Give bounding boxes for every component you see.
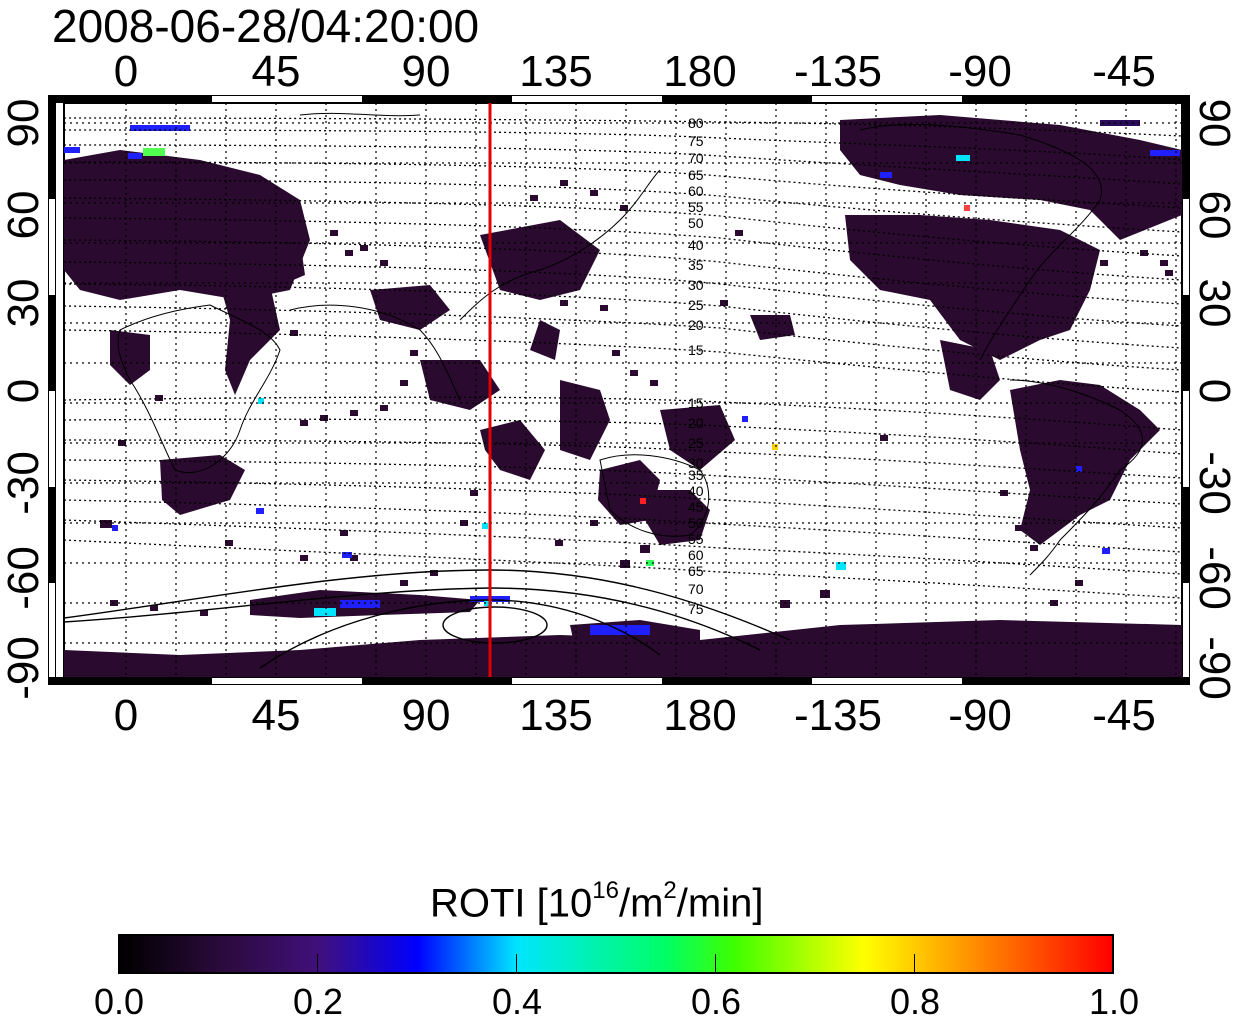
contour-label: 30: [688, 455, 704, 471]
contour-label: 75: [688, 601, 704, 617]
contour-label: 70: [688, 581, 704, 597]
left-axis-tick: 30: [0, 279, 48, 328]
bottom-axis-tick: 90: [402, 691, 451, 740]
contour-label: 20: [688, 317, 704, 333]
contour-label: 65: [688, 563, 704, 579]
map-timestamp-title: 2008-06-28/04:20:00: [52, 0, 480, 52]
contour-label: 50: [688, 515, 704, 531]
left-axis-tick: -60: [0, 546, 48, 610]
contour-label: 35: [688, 257, 704, 273]
right-axis-tick: 0: [1190, 379, 1239, 403]
contour-label: 50: [688, 215, 704, 231]
contour-label: 75: [688, 133, 704, 149]
contour-label: 15: [688, 395, 704, 411]
south-polar-contours: [64, 569, 791, 669]
roti-map: 80 75 70 65 60 55 50 40 35 30 25 20 15 1…: [0, 47, 1239, 740]
contour-label: 35: [688, 467, 704, 483]
contour-label: 80: [688, 115, 704, 131]
frame-border: [48, 95, 1190, 685]
colorbar-title: ROTI [1016/m2/min]: [430, 877, 764, 926]
bottom-axis-tick: -135: [794, 691, 882, 740]
contour-label: 55: [688, 199, 704, 215]
right-axis-tick: -90: [1190, 636, 1239, 700]
right-axis-tick: 90: [1190, 99, 1239, 148]
contour-label: 25: [688, 435, 704, 451]
contour-label: 20: [688, 415, 704, 431]
right-axis-tick: 30: [1190, 279, 1239, 328]
contour-label: 45: [688, 499, 704, 515]
contour-label: 40: [688, 237, 704, 253]
contour-label: 40: [688, 483, 704, 499]
top-axis-tick: -90: [948, 47, 1012, 96]
colorbar-tick: [516, 954, 517, 974]
colorbar-label: 0.4: [491, 981, 543, 1022]
colorbar-label: 0.8: [889, 981, 941, 1022]
bottom-axis-tick: -90: [948, 691, 1012, 740]
contour-label: 30: [688, 277, 704, 293]
top-axis-tick: 135: [519, 47, 592, 96]
top-axis-tick: 0: [114, 47, 138, 96]
colorbar-tick: [317, 954, 318, 974]
bottom-axis-tick: 0: [114, 691, 138, 740]
contour-label: 60: [688, 183, 704, 199]
top-axis-tick: 90: [402, 47, 451, 96]
right-axis-tick: -30: [1190, 451, 1239, 515]
top-axis-tick: -45: [1092, 47, 1156, 96]
colorbar-label: 1.0: [1088, 981, 1140, 1022]
contour-label: 25: [688, 297, 704, 313]
colorbar-tick: [914, 954, 915, 974]
colorbar-label: 0.2: [292, 981, 344, 1022]
magnetic-contours-south: [64, 396, 1182, 599]
left-axis-tick: -30: [0, 451, 48, 515]
left-axis-tick: 90: [0, 99, 48, 148]
roti-colorbar: [118, 934, 1114, 974]
colorbar-tick: [715, 954, 716, 974]
top-axis-tick: 180: [663, 47, 736, 96]
colorbar-label: 0.0: [93, 981, 145, 1022]
right-axis-tick: 60: [1190, 191, 1239, 240]
bottom-axis-tick: 135: [519, 691, 592, 740]
contour-label: 70: [688, 150, 704, 166]
magnetic-contours-north: [64, 117, 1182, 393]
left-axis-tick: 0: [0, 379, 48, 403]
contour-label: 65: [688, 167, 704, 183]
contour-label: 60: [688, 547, 704, 563]
bottom-axis-tick: 45: [252, 691, 301, 740]
left-axis-tick: -90: [0, 636, 48, 700]
left-axis-tick: 60: [0, 191, 48, 240]
bottom-axis-tick: 180: [663, 691, 736, 740]
contour-labels: 80 75 70 65 60 55 50 40 35 30 25 20 15 1…: [688, 115, 704, 617]
top-axis-tick: -135: [794, 47, 882, 96]
colorbar-label: 0.6: [690, 981, 742, 1022]
right-axis-tick: -60: [1190, 546, 1239, 610]
contour-label: 15: [688, 342, 704, 358]
contour-label: 55: [688, 531, 704, 547]
top-axis-tick: 45: [252, 47, 301, 96]
bottom-axis-tick: -45: [1092, 691, 1156, 740]
